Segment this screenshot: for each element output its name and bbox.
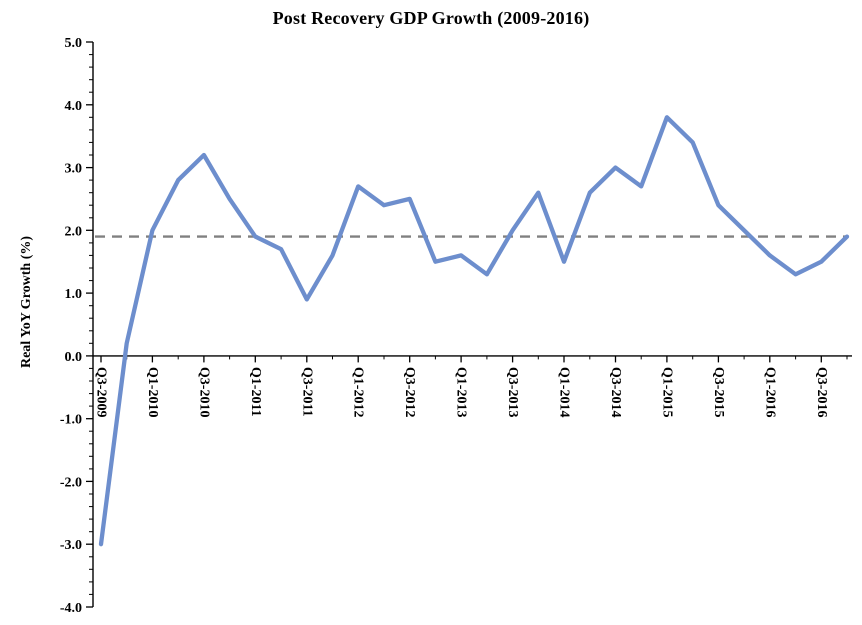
svg-text:-3.0: -3.0 bbox=[60, 538, 82, 553]
svg-text:1.0: 1.0 bbox=[65, 287, 83, 302]
svg-text:Q1-2010: Q1-2010 bbox=[145, 367, 160, 418]
svg-text:Q1-2014: Q1-2014 bbox=[557, 367, 572, 418]
svg-text:-4.0: -4.0 bbox=[60, 601, 82, 616]
svg-text:Q1-2016: Q1-2016 bbox=[762, 367, 777, 418]
svg-text:Q1-2012: Q1-2012 bbox=[351, 367, 366, 418]
svg-text:Q1-2013: Q1-2013 bbox=[454, 367, 469, 418]
svg-text:Q3-2013: Q3-2013 bbox=[505, 367, 520, 418]
chart-title: Post Recovery GDP Growth (2009-2016) bbox=[272, 8, 590, 28]
svg-text:Q3-2009: Q3-2009 bbox=[94, 367, 109, 418]
svg-text:Q3-2015: Q3-2015 bbox=[711, 367, 726, 418]
svg-text:-1.0: -1.0 bbox=[60, 413, 82, 428]
svg-text:4.0: 4.0 bbox=[65, 99, 83, 114]
svg-text:Q1-2015: Q1-2015 bbox=[659, 367, 674, 418]
svg-text:2.0: 2.0 bbox=[65, 224, 83, 239]
svg-text:0.0: 0.0 bbox=[65, 350, 83, 365]
svg-text:Q3-2012: Q3-2012 bbox=[402, 367, 417, 418]
svg-text:Q3-2014: Q3-2014 bbox=[608, 367, 623, 418]
svg-text:Q3-2011: Q3-2011 bbox=[299, 367, 314, 417]
svg-text:5.0: 5.0 bbox=[65, 36, 83, 51]
svg-text:Q1-2011: Q1-2011 bbox=[248, 367, 263, 417]
svg-text:-2.0: -2.0 bbox=[60, 475, 82, 490]
svg-text:3.0: 3.0 bbox=[65, 162, 83, 177]
svg-text:Q3-2016: Q3-2016 bbox=[814, 367, 829, 418]
svg-text:Q3-2010: Q3-2010 bbox=[196, 367, 211, 418]
